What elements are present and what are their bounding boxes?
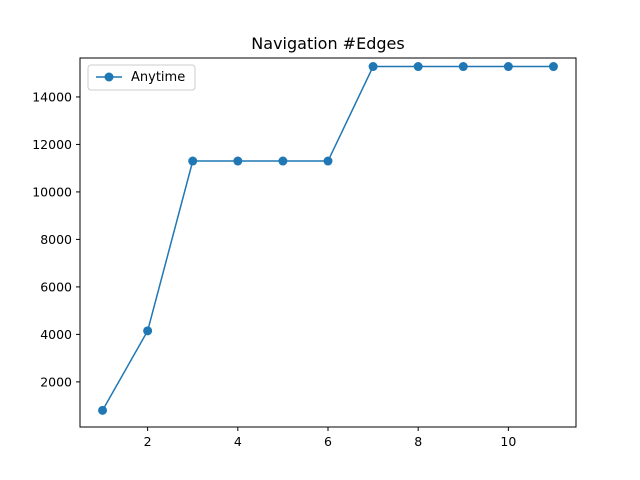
y-tick-label: 14000	[32, 89, 72, 104]
x-tick-label: 6	[324, 434, 332, 449]
y-tick-label: 8000	[40, 232, 72, 247]
legend-box	[87, 64, 196, 91]
data-point	[143, 326, 153, 336]
x-tick-label: 4	[234, 434, 242, 449]
y-axis: 2000 4000 6000 8000 10000 12000 14000	[32, 89, 80, 389]
y-tick-label: 10000	[32, 184, 72, 199]
x-axis: 2 4 6 8 10	[144, 427, 516, 449]
legend: Anytime	[87, 64, 196, 91]
data-point	[323, 156, 333, 166]
data-point	[98, 405, 108, 415]
data-point	[548, 62, 558, 72]
chart-title: Navigation #Edges	[251, 34, 404, 53]
y-tick-label: 2000	[40, 374, 72, 389]
plot-area	[98, 62, 558, 415]
y-tick-label: 6000	[40, 279, 72, 294]
y-tick-label: 12000	[32, 137, 72, 152]
y-tick-label: 4000	[40, 327, 72, 342]
data-point	[278, 156, 288, 166]
legend-label-anytime: Anytime	[131, 70, 185, 85]
data-point	[413, 62, 423, 72]
legend-marker-anytime	[104, 72, 114, 82]
data-point	[458, 62, 468, 72]
x-tick-label: 8	[414, 434, 422, 449]
x-tick-label: 2	[144, 434, 152, 449]
data-point	[368, 62, 378, 72]
data-point	[188, 156, 198, 166]
data-point	[503, 62, 513, 72]
data-point	[233, 156, 243, 166]
x-tick-label: 10	[500, 434, 516, 449]
